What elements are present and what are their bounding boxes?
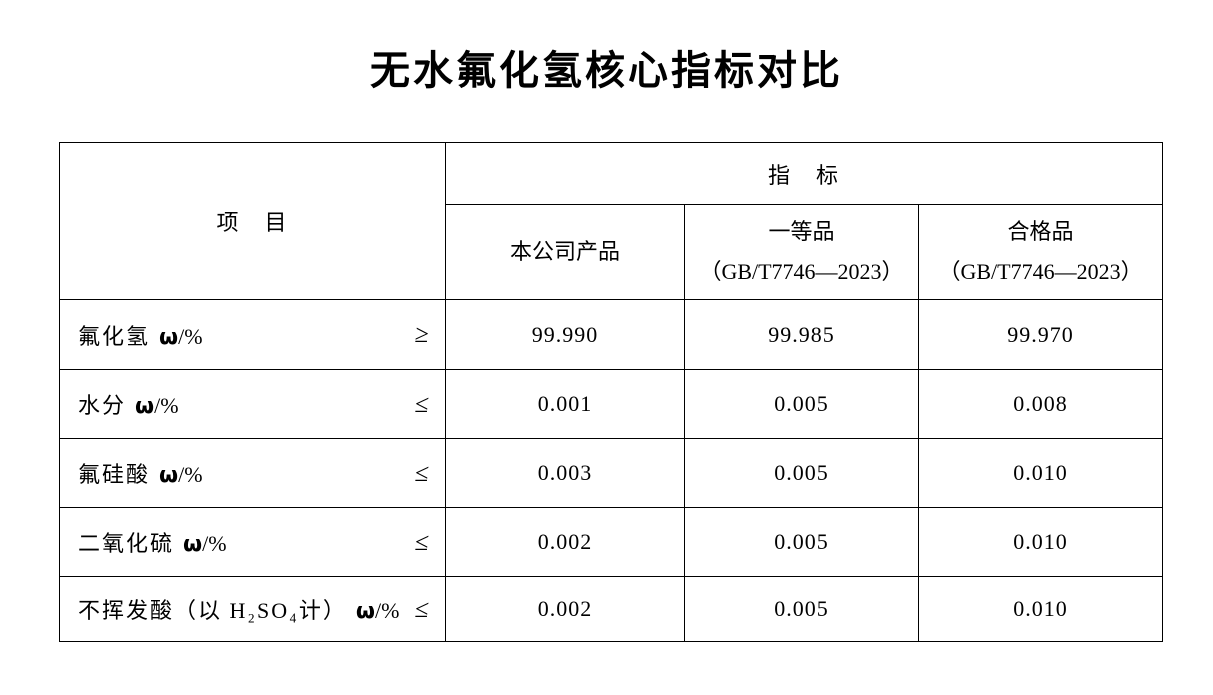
row-label-cell: 二氧化硫 ω/% ≤ <box>59 507 446 577</box>
relation-symbol: ≤ <box>413 459 431 487</box>
value-cell: 0.010 <box>917 507 1164 577</box>
column-header-label: 一等品 <box>768 218 835 244</box>
table-row-fluosilicic-acid: 氟硅酸 ω/% ≤ 0.003 0.005 0.010 <box>59 438 1164 508</box>
value-cell: 99.970 <box>917 299 1164 370</box>
column-header-our-product: 本公司产品 <box>445 204 685 300</box>
value-cell: 0.005 <box>684 507 919 577</box>
unit-label: ω/% <box>159 323 203 350</box>
unit-label: ω/% <box>135 393 179 419</box>
parameter-name: 氟化氢 <box>78 323 151 349</box>
column-header-label: 合格品 <box>1007 218 1074 244</box>
unit-suffix: /% <box>154 393 179 418</box>
value-cell: 0.008 <box>917 369 1164 439</box>
value-cell: 99.985 <box>684 299 919 370</box>
relation-symbol: ≤ <box>413 390 431 418</box>
page-title: 无水氟化氢核心指标对比 <box>370 48 843 93</box>
unit-label: ω/% <box>183 531 227 557</box>
table-header-row-top: 项 目 指 标 <box>59 142 1164 300</box>
omega-symbol: ω <box>159 463 179 488</box>
value-cell: 0.003 <box>445 438 685 508</box>
table-row-nonvolatile-acid: 不挥发酸（以 H₂SO₄计） ω/% ≤ 0.002 0.005 0.010 <box>59 576 1164 642</box>
row-label-cell: 水分 ω/% ≤ <box>59 369 446 439</box>
parameter-label: 水分 ω/% <box>78 388 179 420</box>
column-header-standard: （GB/T7746—2023） <box>699 259 904 284</box>
value-cell: 0.005 <box>684 369 919 439</box>
relation-symbol: ≤ <box>413 528 431 556</box>
parameter-label: 不挥发酸（以 H₂SO₄计） ω/% <box>78 593 399 625</box>
spec-comparison-table: 项 目 指 标 本公司产品 一等品 （GB/T7746—2023） 合格品 （G… <box>59 142 1164 642</box>
header-indicator-cell: 指 标 <box>444 142 1164 205</box>
value-cell: 0.002 <box>445 507 685 577</box>
relation-symbol: ≤ <box>413 595 431 623</box>
unit-label: ω/% <box>159 462 203 488</box>
table-row-moisture: 水分 ω/% ≤ 0.001 0.005 0.008 <box>59 369 1164 439</box>
parameter-label: 氟化氢 ω/% <box>78 319 203 351</box>
table-row-sulfur-dioxide: 二氧化硫 ω/% ≤ 0.002 0.005 0.010 <box>59 507 1164 577</box>
omega-symbol: ω <box>183 532 203 557</box>
parameter-label: 二氧化硫 ω/% <box>78 526 227 558</box>
omega-symbol: ω <box>159 324 179 350</box>
value-cell: 0.005 <box>684 438 919 508</box>
unit-suffix: /% <box>178 323 203 349</box>
header-item-cell: 项 目 <box>59 142 446 300</box>
row-label-cell: 不挥发酸（以 H₂SO₄计） ω/% ≤ <box>59 576 446 642</box>
relation-symbol: ≥ <box>413 321 431 348</box>
unit-suffix: /% <box>374 598 400 623</box>
table-header-row-columns: 本公司产品 一等品 （GB/T7746—2023） 合格品 （GB/T7746—… <box>60 204 1164 300</box>
table-row-hydrogen-fluoride: 氟化氢 ω/% ≥ 99.990 99.985 99.970 <box>59 299 1164 370</box>
parameter-name: 水分 <box>78 393 127 418</box>
column-header-label: 本公司产品 <box>509 238 620 264</box>
parameter-label: 氟硅酸 ω/% <box>78 457 203 489</box>
omega-symbol: ω <box>355 599 375 624</box>
value-cell: 99.990 <box>445 299 685 370</box>
column-header-first-grade: 一等品 （GB/T7746—2023） <box>684 204 919 300</box>
unit-label: ω/% <box>355 598 400 624</box>
value-cell: 0.010 <box>917 438 1164 508</box>
unit-suffix: /% <box>202 531 227 556</box>
value-cell: 0.005 <box>684 576 919 642</box>
parameter-name: 二氧化硫 <box>78 531 175 556</box>
omega-symbol: ω <box>135 394 155 419</box>
value-cell: 0.010 <box>917 576 1164 642</box>
unit-suffix: /% <box>178 462 203 487</box>
column-header-standard: （GB/T7746—2023） <box>938 259 1143 284</box>
parameter-name: 不挥发酸（以 H₂SO₄计） <box>78 598 347 623</box>
parameter-name: 氟硅酸 <box>78 462 151 487</box>
column-header-qualified-grade: 合格品 （GB/T7746—2023） <box>917 204 1164 300</box>
row-label-cell: 氟化氢 ω/% ≥ <box>59 299 446 370</box>
value-cell: 0.002 <box>445 576 685 642</box>
row-label-cell: 氟硅酸 ω/% ≤ <box>59 438 446 508</box>
value-cell: 0.001 <box>445 369 685 439</box>
